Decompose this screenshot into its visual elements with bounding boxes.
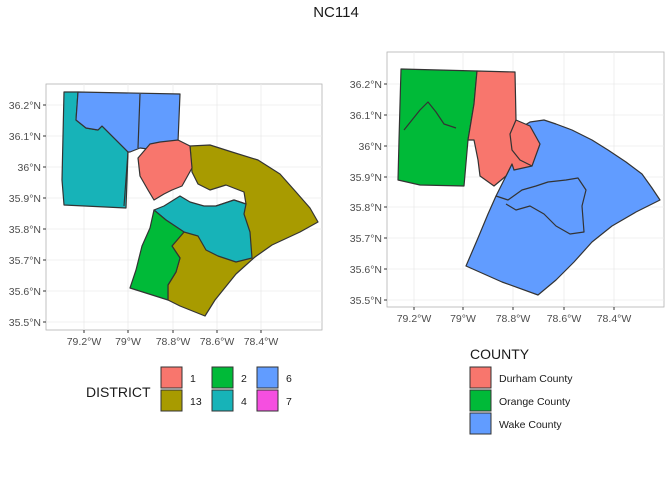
left-x-tick: 78.6°W bbox=[200, 336, 235, 348]
right-y-tick: 35.5°N bbox=[350, 295, 382, 307]
right-y-tick: 36.2°N bbox=[350, 79, 382, 91]
left-y-tick: 35.9°N bbox=[9, 193, 41, 205]
legend-key-wake-county bbox=[469, 412, 492, 435]
legend-label-district-7: 7 bbox=[286, 396, 292, 408]
orange-county-region bbox=[397, 68, 478, 187]
district-1-region bbox=[137, 139, 193, 201]
legend-label-district-1: 1 bbox=[190, 373, 196, 385]
left-y-tick: 35.7°N bbox=[9, 255, 41, 267]
right-x-tick: 78.6°W bbox=[547, 313, 582, 325]
left-y-tick: 35.6°N bbox=[9, 286, 41, 298]
left-y-tick: 35.5°N bbox=[9, 317, 41, 329]
legend-label-district-6: 6 bbox=[286, 373, 292, 385]
right-y-tick: 35.8°N bbox=[350, 202, 382, 214]
legend-key-orange-county bbox=[469, 389, 492, 412]
right-x-tick: 79.2°W bbox=[397, 313, 432, 325]
left-y-tick: 36°N bbox=[18, 162, 41, 174]
legend-label-wake-county: Wake County bbox=[499, 419, 562, 431]
legend-key-district-2 bbox=[211, 366, 234, 389]
right-y-tick: 36°N bbox=[359, 141, 382, 153]
district-legend-title: DISTRICT bbox=[86, 384, 151, 400]
county-legend-title: COUNTY bbox=[470, 346, 530, 362]
left-x-tick: 79.2°W bbox=[67, 336, 102, 348]
left-y-tick: 35.8°N bbox=[9, 224, 41, 236]
legend-key-district-13 bbox=[160, 389, 183, 412]
left-y-tick: 36.2°N bbox=[9, 100, 41, 112]
left-x-tick: 79°W bbox=[115, 336, 141, 348]
district-6-region bbox=[75, 91, 181, 153]
right-x-tick: 78.4°W bbox=[597, 313, 632, 325]
legend-key-district-4 bbox=[211, 389, 234, 412]
legend-label-orange-county: Orange County bbox=[499, 396, 571, 408]
county-legend: COUNTY Durham County Orange County Wake … bbox=[469, 346, 573, 435]
legend-label-district-4: 4 bbox=[241, 396, 247, 408]
legend-label-durham-county: Durham County bbox=[499, 373, 573, 385]
right-y-tick: 36.1°N bbox=[350, 110, 382, 122]
legend-key-durham-county bbox=[469, 366, 492, 389]
right-y-tick: 35.9°N bbox=[350, 172, 382, 184]
district-legend: DISTRICT 1 2 6 13 4 7 bbox=[86, 366, 292, 412]
left-x-tick: 78.4°W bbox=[244, 336, 279, 348]
legend-label-district-13: 13 bbox=[190, 396, 202, 408]
left-y-tick: 36.1°N bbox=[9, 131, 41, 143]
district-2-region bbox=[129, 209, 185, 301]
durham-county-region bbox=[467, 70, 541, 187]
left-x-tick: 78.8°W bbox=[156, 336, 191, 348]
right-y-tick: 35.6°N bbox=[350, 264, 382, 276]
right-map-panel: 36.2°N 36.1°N 36°N 35.9°N 35.8°N 35.7°N … bbox=[350, 51, 665, 325]
right-y-tick: 35.7°N bbox=[350, 233, 382, 245]
right-x-tick: 79°W bbox=[450, 313, 476, 325]
legend-key-district-6 bbox=[256, 366, 279, 389]
left-map-panel: 36.2°N 36.1°N 36°N 35.9°N 35.8°N 35.7°N … bbox=[9, 83, 323, 348]
figure-title: NC114 bbox=[313, 4, 359, 21]
legend-key-district-7 bbox=[256, 389, 279, 412]
district-4-region-southeast bbox=[153, 195, 253, 263]
legend-key-district-1 bbox=[160, 366, 183, 389]
legend-label-district-2: 2 bbox=[241, 373, 247, 385]
right-x-tick: 78.8°W bbox=[496, 313, 531, 325]
